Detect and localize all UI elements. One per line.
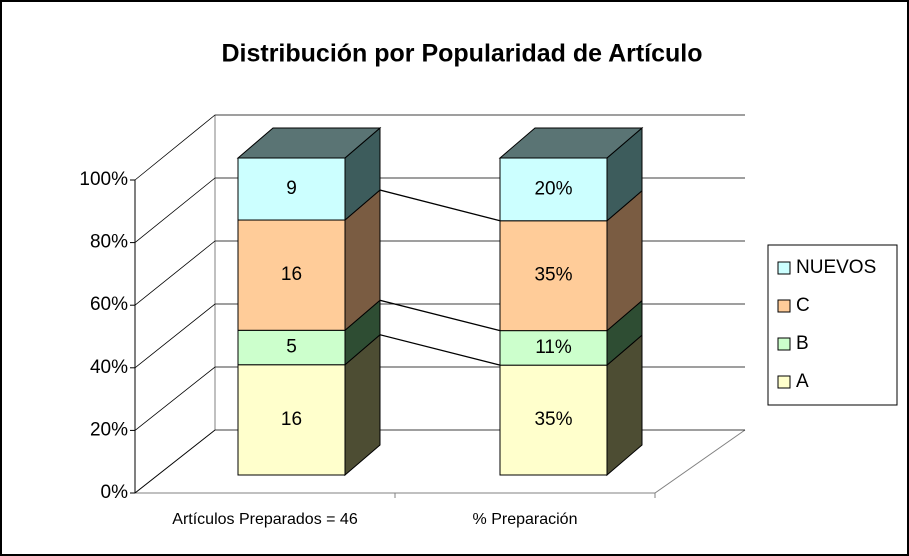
legend-label: A bbox=[796, 371, 809, 392]
data-label: 35% bbox=[534, 265, 572, 286]
y-tick-label: 0% bbox=[101, 482, 129, 503]
y-tick-label: 20% bbox=[90, 419, 128, 440]
data-label: 11% bbox=[535, 337, 572, 358]
bar-top bbox=[498, 127, 644, 159]
data-label: 9 bbox=[286, 178, 297, 199]
legend-swatch bbox=[777, 375, 791, 389]
legend-label: C bbox=[796, 295, 810, 316]
legend-label: B bbox=[796, 333, 809, 354]
bar-segment bbox=[236, 126, 382, 222]
legend-label: NUEVOS bbox=[796, 257, 876, 278]
bar-segment bbox=[498, 126, 644, 222]
series-line bbox=[379, 334, 501, 366]
legend-swatch bbox=[777, 337, 791, 351]
bar bbox=[237, 157, 346, 221]
x-tick-label: % Preparación bbox=[473, 511, 578, 528]
data-label: 16 bbox=[281, 264, 302, 285]
bar bbox=[499, 220, 608, 332]
bar-segment bbox=[237, 188, 381, 332]
bar-segment bbox=[237, 299, 381, 366]
bar bbox=[499, 157, 608, 222]
y-tick-label: 40% bbox=[90, 357, 128, 378]
data-label: 35% bbox=[534, 409, 572, 430]
chart-title: Distribución por Popularidad de Artículo bbox=[221, 40, 702, 68]
bar-top bbox=[236, 127, 382, 159]
x-tick-label: Artículos Preparados = 46 bbox=[172, 511, 358, 528]
bar-segment bbox=[499, 334, 643, 477]
bar bbox=[237, 219, 346, 331]
bar bbox=[499, 330, 608, 366]
y-tick-label: 100% bbox=[79, 169, 128, 190]
bar bbox=[237, 364, 346, 476]
y-tick-label: 80% bbox=[90, 232, 128, 253]
y-tick-label: 60% bbox=[90, 294, 128, 315]
data-label: 5 bbox=[286, 337, 297, 358]
legend-swatch bbox=[777, 261, 791, 275]
bar-segment bbox=[499, 189, 643, 332]
grid-line bbox=[134, 114, 745, 181]
series-line bbox=[379, 189, 501, 222]
series-line bbox=[379, 299, 501, 332]
bar bbox=[499, 364, 608, 476]
data-label: 20% bbox=[534, 178, 572, 199]
bar bbox=[237, 329, 346, 366]
legend-swatch bbox=[777, 299, 791, 313]
data-label: 16 bbox=[281, 409, 302, 430]
bar-segment bbox=[237, 333, 381, 477]
bar-segment bbox=[499, 299, 643, 367]
